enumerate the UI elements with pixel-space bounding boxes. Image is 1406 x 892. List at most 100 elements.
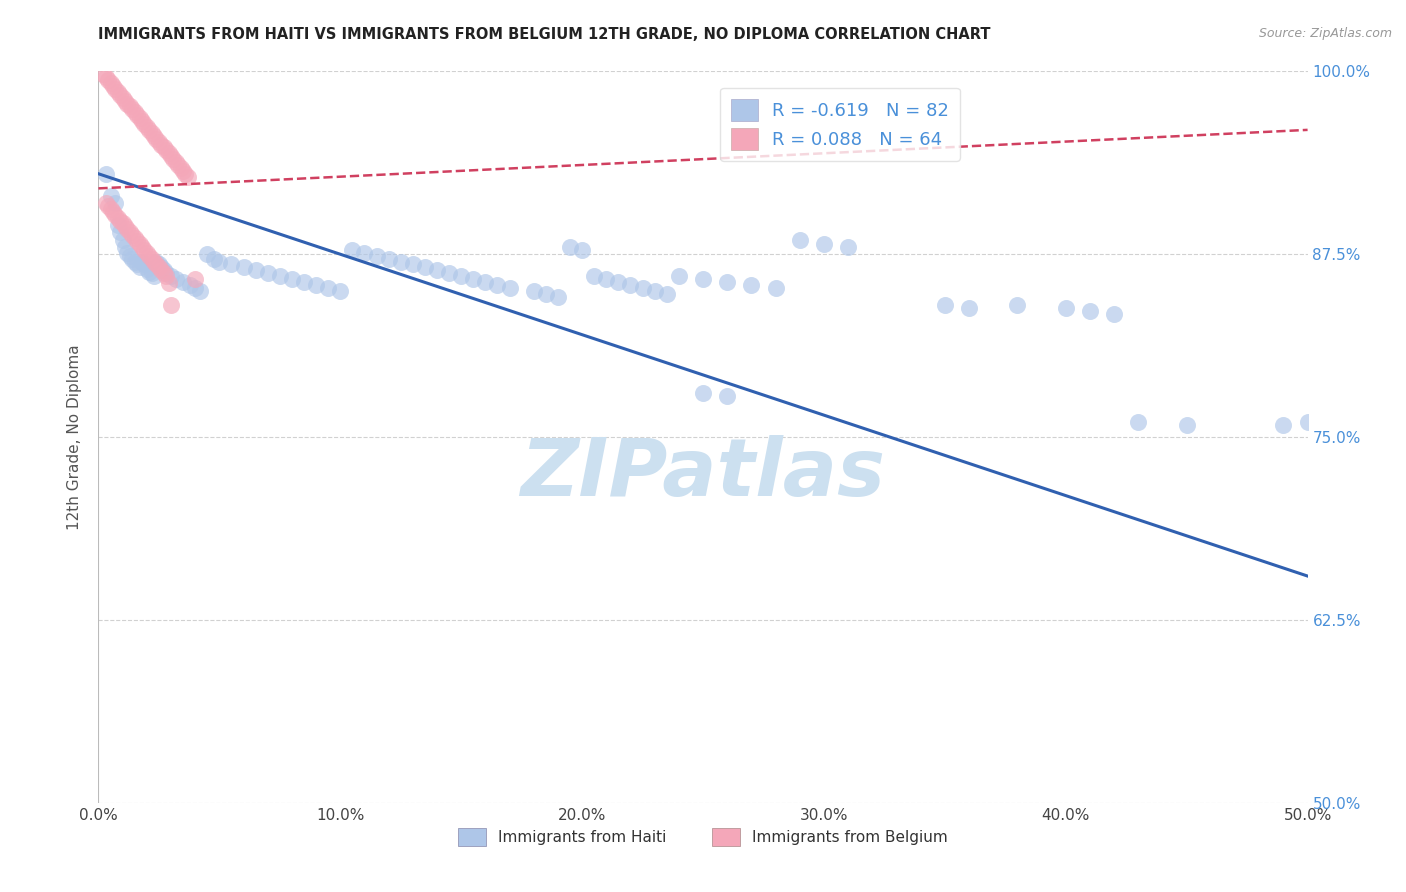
Point — [94, 70, 117, 85]
Point — [837, 240, 859, 254]
Point — [114, 240, 136, 254]
Text: ZIPatlas: ZIPatlas — [520, 434, 886, 513]
Point — [134, 117, 156, 131]
Point — [131, 254, 153, 268]
Point — [184, 281, 207, 295]
Point — [155, 269, 177, 284]
Point — [692, 386, 714, 401]
Point — [162, 152, 184, 166]
Point — [117, 245, 139, 260]
Point — [195, 247, 218, 261]
Point — [117, 96, 139, 111]
Point — [377, 252, 399, 266]
Point — [97, 73, 120, 87]
Point — [143, 128, 166, 143]
Point — [145, 131, 167, 145]
Point — [108, 225, 131, 239]
Point — [167, 158, 190, 172]
Point — [135, 261, 157, 276]
Point — [127, 234, 149, 248]
Point — [107, 211, 129, 225]
Point — [177, 169, 200, 184]
Point — [138, 249, 160, 263]
Point — [141, 266, 163, 280]
Point — [118, 99, 141, 113]
Point — [957, 301, 980, 316]
Point — [100, 202, 122, 216]
Point — [100, 76, 122, 90]
Point — [644, 284, 666, 298]
Point — [121, 103, 143, 117]
Point — [269, 269, 291, 284]
Point — [172, 275, 194, 289]
Point — [179, 277, 201, 292]
Point — [157, 146, 180, 161]
Point — [150, 260, 173, 275]
Point — [101, 78, 124, 93]
Point — [148, 260, 170, 275]
Point — [124, 254, 146, 268]
Point — [148, 135, 170, 149]
Point — [402, 257, 425, 271]
Point — [134, 243, 156, 257]
Point — [607, 275, 630, 289]
Point — [145, 257, 167, 271]
Point — [114, 94, 136, 108]
Point — [107, 218, 129, 232]
Point — [571, 243, 593, 257]
Point — [100, 188, 122, 202]
Point — [188, 284, 211, 298]
Point — [124, 231, 146, 245]
Point — [413, 260, 436, 275]
Text: IMMIGRANTS FROM HAITI VS IMMIGRANTS FROM BELGIUM 12TH GRADE, NO DIPLOMA CORRELAT: IMMIGRANTS FROM HAITI VS IMMIGRANTS FROM… — [98, 27, 991, 42]
Point — [169, 161, 191, 175]
Text: Source: ZipAtlas.com: Source: ZipAtlas.com — [1258, 27, 1392, 40]
Point — [204, 252, 226, 266]
Point — [184, 272, 207, 286]
Point — [342, 243, 364, 257]
Point — [1175, 418, 1198, 433]
Point — [292, 275, 315, 289]
Point — [134, 257, 156, 271]
Point — [138, 123, 160, 137]
Point — [498, 281, 520, 295]
Point — [135, 120, 157, 134]
Point — [1102, 307, 1125, 321]
Point — [668, 269, 690, 284]
Point — [155, 266, 177, 280]
Point — [316, 281, 339, 295]
Point — [124, 105, 146, 120]
Point — [157, 277, 180, 291]
Point — [152, 263, 174, 277]
Point — [716, 389, 738, 403]
Point — [1296, 416, 1319, 430]
Point — [232, 260, 254, 275]
Point — [94, 167, 117, 181]
Point — [121, 228, 143, 243]
Point — [305, 277, 328, 292]
Legend: R = -0.619   N = 82, R = 0.088   N = 64: R = -0.619 N = 82, R = 0.088 N = 64 — [720, 87, 960, 161]
Point — [789, 233, 811, 247]
Point — [111, 91, 134, 105]
Point — [474, 275, 496, 289]
Point — [145, 254, 167, 268]
Point — [583, 269, 606, 284]
Point — [128, 260, 150, 275]
Point — [486, 277, 509, 292]
Point — [389, 254, 412, 268]
Point — [692, 272, 714, 286]
Point — [141, 252, 163, 266]
Point — [150, 137, 173, 152]
Point — [138, 265, 160, 279]
Point — [1007, 298, 1029, 312]
Point — [281, 272, 304, 286]
Point — [128, 237, 150, 252]
Point — [104, 82, 127, 96]
Point — [108, 87, 131, 102]
Point — [141, 126, 163, 140]
Point — [450, 269, 472, 284]
Point — [131, 240, 153, 254]
Point — [329, 284, 352, 298]
Point — [256, 266, 278, 280]
Point — [128, 111, 150, 125]
